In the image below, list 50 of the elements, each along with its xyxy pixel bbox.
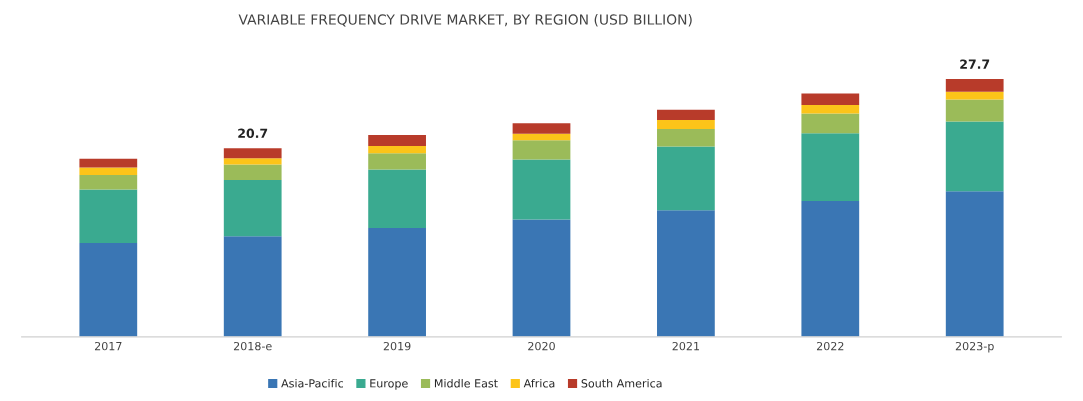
legend-label: Africa	[523, 378, 555, 388]
legend-label: South America	[581, 378, 662, 388]
x-tick-label: 2019	[383, 341, 411, 351]
bar	[945, 79, 1004, 92]
bar	[657, 146, 715, 211]
bar	[945, 191, 1004, 337]
bar	[801, 93, 860, 106]
bar	[945, 91, 1004, 100]
bar	[368, 228, 426, 337]
x-tick-label: 2017	[94, 341, 122, 351]
bar	[801, 200, 860, 337]
bar	[512, 133, 571, 141]
bar	[223, 158, 282, 165]
annotation: 27.7	[960, 59, 990, 69]
bar	[657, 109, 715, 121]
bar	[512, 140, 571, 160]
bar	[512, 159, 571, 220]
bar	[79, 167, 138, 175]
bar	[945, 121, 1004, 192]
bar	[223, 164, 282, 181]
legend-label: Middle East	[434, 378, 498, 388]
legend-label: Europe	[370, 379, 408, 390]
x-tick-label: 2023-p	[955, 341, 994, 353]
bar	[657, 120, 715, 130]
bar	[368, 153, 426, 170]
x-tick-label: 2021	[672, 341, 700, 351]
annotation: 20.7	[238, 128, 268, 138]
bar	[657, 129, 715, 147]
bar	[368, 169, 426, 229]
bar	[801, 133, 860, 201]
bar	[79, 158, 138, 168]
bar	[368, 134, 426, 147]
bar	[79, 243, 138, 337]
bar	[512, 123, 571, 134]
bar	[223, 180, 282, 237]
x-tick-label: 2022	[816, 341, 844, 351]
bar	[801, 105, 860, 114]
x-tick-label: 2020	[528, 341, 555, 351]
bar	[223, 148, 282, 159]
bar	[512, 219, 571, 337]
x-tick-label: 2018-e	[233, 341, 272, 351]
bar	[657, 210, 715, 337]
bar	[945, 99, 1004, 122]
legend-label: Asia-Pacific	[281, 378, 343, 388]
bar	[368, 146, 426, 154]
bar	[79, 189, 138, 244]
bar	[79, 174, 138, 190]
bar	[801, 113, 860, 134]
chart-title: VARIABLE FREQUENCY DRIVE MARKET, BY REGION (USD BILLION)	[238, 14, 692, 27]
bar	[223, 236, 282, 337]
